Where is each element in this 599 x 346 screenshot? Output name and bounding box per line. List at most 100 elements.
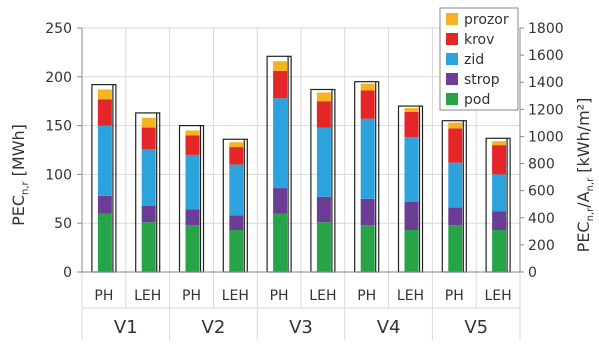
segment-zid [229, 164, 244, 216]
left-axis-ticks: 0 50 100 150 200 250 [45, 21, 82, 281]
left-tick-label: 150 [45, 119, 72, 135]
group-label-V3: V3 [289, 317, 313, 338]
segment-krov [97, 99, 112, 126]
segment-krov [316, 101, 331, 128]
segment-krov [404, 111, 419, 138]
segment-pod [404, 230, 419, 272]
segment-strop [185, 209, 200, 226]
segment-pod [141, 222, 156, 272]
segment-strop [229, 215, 244, 231]
gridlines [81, 27, 521, 340]
segment-zid [141, 149, 156, 206]
segment-pod [273, 213, 288, 272]
legend-swatch-zid [446, 53, 458, 65]
left-axis-title: PECn,r [MWh] [9, 124, 31, 226]
left-tick-label: 200 [45, 70, 72, 86]
segment-strop [492, 211, 507, 231]
segment-zid [492, 174, 507, 212]
segment-krov [273, 70, 288, 99]
right-axis-title-sub1: n,r [585, 207, 596, 222]
segment-strop [360, 198, 375, 226]
right-tick-label: 200 [528, 238, 555, 254]
right-axis-ticks: 0 200 400 600 800 1000 1200 1400 1600 1800 [520, 21, 564, 281]
sub-category-label: PH [94, 288, 113, 304]
axes [81, 28, 521, 309]
legend-swatch-prozor [446, 13, 458, 25]
segment-krov [229, 147, 244, 165]
bar-V5-LEH [485, 137, 511, 273]
group-label-V5: V5 [464, 317, 488, 338]
bar-V5-PH [441, 120, 467, 273]
group-label-V1: V1 [114, 317, 138, 338]
bar-V3-PH [266, 55, 292, 273]
sub-category-label: PH [445, 288, 464, 304]
right-axis-title-main: PEC [574, 221, 593, 252]
segment-krov [360, 90, 375, 119]
segment-prozor [141, 117, 156, 128]
legend-label-pod: pod [464, 92, 490, 108]
bar-V2-LEH [222, 138, 248, 273]
right-tick-label: 1600 [528, 48, 564, 64]
left-axis-title-main: PEC [9, 195, 28, 226]
segment-pod [97, 213, 112, 272]
segment-strop [273, 188, 288, 214]
right-axis-title: PECn,r/An,r[kWh/m²] [574, 98, 596, 253]
left-axis-title-unit: [MWh] [9, 124, 28, 176]
group-label-V4: V4 [377, 317, 401, 338]
sub-category-label: LEH [222, 288, 249, 304]
right-tick-label: 600 [528, 184, 555, 200]
segment-prozor [316, 92, 331, 102]
segment-zid [316, 127, 331, 197]
legend-swatch-krov [446, 33, 458, 45]
right-axis-title-mid: /A [574, 191, 593, 207]
bar-V4-PH [354, 81, 380, 273]
segment-strop [97, 195, 112, 214]
segment-strop [404, 201, 419, 231]
x-axis-categories: PH LEH PH LEH PH LEH PH LEH PH LEH V1 V2 V3 V4 V5 [94, 288, 511, 338]
segment-krov [185, 135, 200, 155]
sub-category-label: LEH [134, 288, 161, 304]
segment-prozor [273, 61, 288, 71]
right-tick-label: 1400 [528, 75, 564, 91]
left-tick-label: 50 [54, 216, 72, 232]
segment-prozor [492, 141, 507, 146]
segment-zid [360, 118, 375, 199]
sub-category-label: PH [357, 288, 376, 304]
left-tick-label: 250 [45, 21, 72, 37]
segment-pod [360, 225, 375, 272]
segment-krov [141, 127, 156, 150]
sub-category-label: LEH [397, 288, 424, 304]
segment-prozor [360, 83, 375, 91]
legend-swatch-pod [446, 93, 458, 105]
segment-krov [448, 128, 463, 163]
sub-category-label: PH [270, 288, 289, 304]
segment-zid [404, 137, 419, 202]
segment-zid [448, 162, 463, 208]
segment-zid [97, 125, 112, 196]
right-tick-label: 400 [528, 211, 555, 227]
right-axis-title-unit: [kWh/m²] [574, 98, 593, 173]
right-tick-label: 1800 [528, 21, 564, 37]
segment-zid [185, 154, 200, 210]
segment-strop [448, 207, 463, 226]
segment-prozor [97, 89, 112, 100]
legend-label-krov: krov [464, 32, 494, 48]
segment-zid [273, 98, 288, 189]
bar-V1-PH [91, 84, 117, 273]
legend-label-strop: strop [464, 72, 500, 88]
segment-prozor [229, 142, 244, 148]
sub-category-label: PH [182, 288, 201, 304]
legend-label-prozor: prozor [464, 12, 509, 28]
segment-pod [185, 225, 200, 272]
sub-category-label: LEH [309, 288, 336, 304]
bar-V4-LEH [397, 105, 424, 273]
group-label-V2: V2 [202, 317, 226, 338]
bar-V3-LEH [310, 88, 336, 273]
left-tick-label: 0 [63, 265, 72, 281]
segment-strop [141, 205, 156, 223]
segment-prozor [448, 122, 463, 129]
segment-pod [229, 230, 244, 272]
segment-pod [448, 225, 463, 272]
segment-strop [316, 196, 331, 223]
right-tick-label: 1000 [528, 129, 564, 145]
